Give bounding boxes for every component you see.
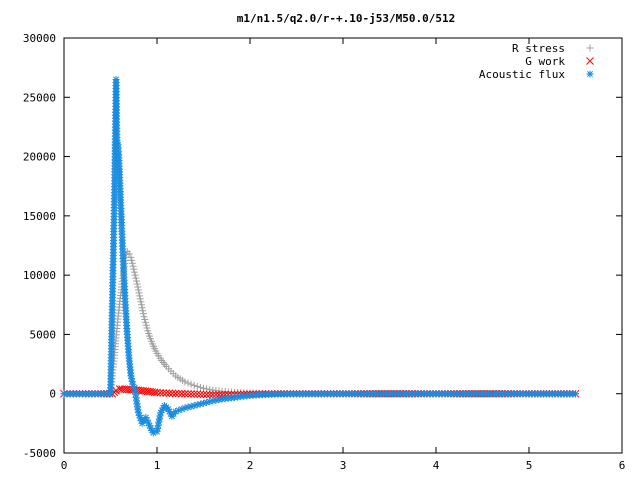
- data-point: [171, 389, 180, 398]
- legend-marker: [586, 70, 594, 78]
- data-point: [130, 268, 138, 276]
- y-tick-label: 25000: [23, 91, 56, 104]
- x-tick-label: 0: [61, 459, 68, 472]
- x-tick-label: 1: [154, 459, 161, 472]
- x-tick-label: 2: [247, 459, 254, 472]
- legend-label: G work: [525, 55, 565, 68]
- legend-marker: [586, 44, 594, 52]
- data-point: [187, 380, 195, 388]
- data-point: [205, 390, 214, 399]
- data-point: [136, 292, 144, 300]
- data-point: [193, 382, 201, 390]
- data-point: [181, 378, 189, 386]
- data-point: [133, 280, 141, 288]
- legend-label: R stress: [512, 42, 565, 55]
- data-point: [134, 286, 142, 294]
- x-tick-label: 3: [340, 459, 347, 472]
- data-marks: [60, 76, 580, 437]
- data-point: [572, 390, 579, 398]
- x-tick-label: 5: [526, 459, 533, 472]
- data-point: [141, 315, 149, 323]
- data-point: [202, 390, 211, 399]
- x-tick-label: 4: [433, 459, 440, 472]
- data-point: [172, 408, 180, 415]
- series-acoustic-flux: [60, 76, 579, 437]
- data-point: [153, 388, 161, 397]
- data-point: [178, 405, 186, 413]
- data-point: [139, 310, 147, 318]
- data-point: [127, 253, 135, 261]
- y-tick-label: 30000: [23, 32, 56, 45]
- y-tick-label: 5000: [30, 328, 57, 341]
- data-point: [196, 383, 204, 391]
- y-tick-label: 0: [49, 388, 56, 401]
- y-tick-label: -5000: [23, 447, 56, 460]
- data-point: [143, 324, 151, 332]
- data-point: [129, 262, 137, 270]
- x-tick-label: 6: [619, 459, 626, 472]
- data-point: [174, 389, 183, 398]
- data-point: [193, 390, 202, 399]
- data-point: [134, 283, 142, 291]
- data-point: [133, 277, 141, 285]
- data-point: [141, 318, 149, 326]
- legend-label: Acoustic flux: [479, 68, 565, 81]
- data-point: [212, 390, 220, 399]
- data-point: [138, 301, 145, 309]
- data-point: [130, 265, 138, 273]
- data-point: [137, 298, 145, 306]
- data-point: [196, 390, 205, 399]
- y-tick-label: 20000: [23, 151, 56, 164]
- data-point: [128, 259, 136, 267]
- data-point: [132, 274, 140, 282]
- data-point: [136, 295, 144, 303]
- y-tick-label: 15000: [23, 210, 56, 223]
- data-point: [184, 389, 192, 398]
- data-point: [131, 271, 139, 279]
- data-point: [162, 389, 171, 397]
- data-point: [168, 389, 177, 398]
- data-point: [190, 381, 198, 389]
- y-tick-label: 10000: [23, 269, 56, 282]
- data-point: [208, 390, 217, 399]
- data-point: [140, 313, 148, 321]
- data-point: [199, 390, 208, 399]
- data-point: [165, 389, 174, 398]
- data-point: [181, 389, 189, 398]
- data-point: [138, 304, 146, 312]
- axes: 0 1 2 3 4 5 6 -5000 0 5000 10000 15000 20000 25000 300…: [23, 32, 625, 472]
- chart-title: m1/n1.5/q2.0/r-+.10-j53/M50.0/512: [237, 12, 456, 25]
- data-point: [159, 389, 168, 397]
- data-point: [125, 250, 133, 258]
- data-point: [142, 321, 150, 329]
- data-point: [128, 256, 136, 264]
- data-point: [190, 390, 199, 398]
- data-point: [112, 386, 120, 395]
- series-r-stress: [60, 247, 579, 398]
- data-point: [139, 307, 147, 315]
- data-point: [177, 389, 186, 398]
- data-point: [135, 289, 143, 297]
- data-point: [187, 390, 195, 398]
- data-point: [215, 396, 223, 404]
- data-point: [156, 388, 164, 397]
- data-point: [184, 379, 192, 387]
- legend-marker: [586, 57, 594, 65]
